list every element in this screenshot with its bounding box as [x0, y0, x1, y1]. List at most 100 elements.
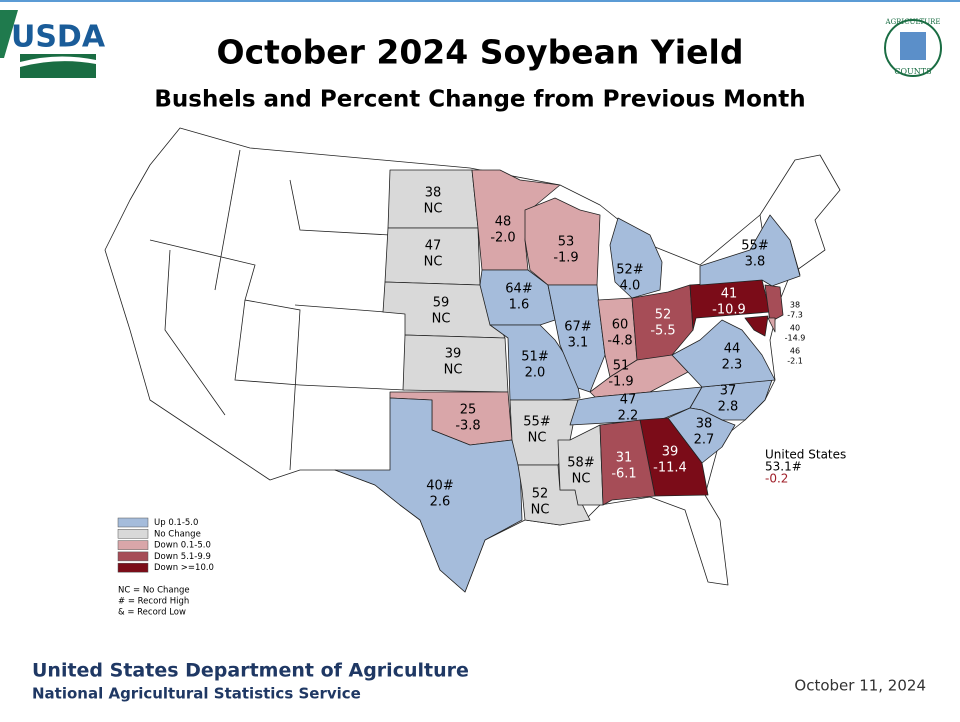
- legend-label: Down 5.1-9.9: [154, 552, 211, 562]
- state-change: NC: [528, 431, 547, 446]
- usda-logo: USDA: [0, 10, 106, 78]
- state: [609, 217, 663, 299]
- state-yield: 47: [425, 239, 442, 254]
- state-yield: 38: [696, 417, 713, 432]
- state-change: 3.8: [745, 255, 766, 270]
- state-change: -2.0: [490, 231, 515, 246]
- footer-date: October 11, 2024: [794, 677, 926, 695]
- logo-bottom-text: COUNTS: [894, 67, 931, 76]
- state-change: -6.1: [611, 467, 636, 482]
- us-change: -0.2: [765, 472, 788, 486]
- state-yield: 53: [558, 235, 575, 250]
- state-change: -5.5: [650, 324, 675, 339]
- state-yield: 52: [532, 487, 549, 502]
- state: [671, 319, 776, 388]
- state-change: 3.1: [568, 336, 589, 351]
- state-change: NC: [572, 472, 591, 487]
- state-yield: 31: [616, 451, 633, 466]
- state-yield: 39: [662, 445, 679, 460]
- legend-note: NC = No Change: [118, 586, 190, 596]
- state-change: 2.3: [722, 358, 743, 373]
- state-change: 2.7: [694, 433, 715, 448]
- state-change: NC: [424, 202, 443, 217]
- ag-counts-logo: AGRICULTURE COUNTS: [884, 18, 942, 77]
- state-yield: 47: [620, 393, 637, 408]
- state-change: -11.4: [653, 461, 687, 476]
- state-yield: 52#: [616, 263, 643, 278]
- us-label: United States: [765, 448, 846, 462]
- state-yield: 64#: [505, 282, 532, 297]
- state-change: 2.8: [718, 400, 739, 415]
- state-change: -1.9: [608, 375, 633, 390]
- footer-agency: United States Department of Agriculture: [32, 660, 469, 682]
- state-yield: 38: [425, 186, 442, 201]
- state-change: 2.6: [430, 495, 451, 510]
- state-change: -4.8: [607, 334, 632, 349]
- legend-swatch: [117, 517, 149, 528]
- state-yield: 46: [790, 347, 800, 356]
- state-change: -2.1: [787, 357, 803, 366]
- state-change: 2.2: [618, 409, 639, 424]
- legend-swatch: [117, 551, 149, 562]
- state-yield: 51#: [521, 350, 548, 365]
- legend-swatch: [117, 540, 149, 550]
- state-yield: 51: [613, 359, 630, 374]
- state-change: -1.9: [553, 251, 578, 266]
- state: [557, 424, 604, 506]
- state-yield: 58#: [567, 456, 594, 471]
- state-change: NC: [531, 503, 550, 518]
- us-yield: 53.1#: [765, 460, 802, 474]
- state-yield: 41: [721, 287, 738, 302]
- footer-service: National Agricultural Statistics Service: [32, 685, 361, 703]
- state: [744, 315, 769, 337]
- state-yield: 52: [655, 308, 672, 323]
- state: [479, 269, 556, 326]
- title: October 2024 Soybean Yield: [217, 33, 744, 72]
- state-yield: 44: [724, 342, 741, 357]
- states: [334, 169, 801, 593]
- state-change: -3.8: [455, 419, 480, 434]
- state-change: -14.9: [785, 334, 806, 343]
- state: [699, 214, 801, 287]
- legend-swatch: [117, 529, 149, 539]
- state-change: NC: [424, 255, 443, 270]
- state-yield: 55#: [741, 239, 768, 254]
- usda-text: USDA: [11, 20, 106, 55]
- legend-label: Down >=10.0: [154, 563, 214, 573]
- state-yield: 60: [612, 318, 629, 333]
- state: [517, 464, 591, 526]
- legend-note: & = Record Low: [118, 608, 186, 618]
- state: [489, 324, 581, 401]
- state-change: 2.0: [525, 366, 546, 381]
- state-change: NC: [444, 363, 463, 378]
- state-yield: 39: [445, 347, 462, 362]
- state-yield: 40#: [426, 479, 453, 494]
- legend-label: Down 0.1-5.0: [154, 541, 211, 551]
- state: [667, 407, 736, 464]
- state-yield: 25: [460, 403, 477, 418]
- legend-swatch: [117, 562, 149, 573]
- state-yield: 38: [790, 301, 800, 310]
- legend-label: No Change: [154, 529, 201, 539]
- state-change: -10.9: [712, 303, 746, 318]
- state-yield: 59: [433, 296, 450, 311]
- state: [767, 317, 776, 333]
- state-yield: 40: [790, 324, 800, 333]
- state: [764, 284, 784, 323]
- legend-label: Up 0.1-5.0: [154, 518, 198, 528]
- state-yield: 55#: [523, 415, 550, 430]
- state-yield: 48: [495, 215, 512, 230]
- state-change: 4.0: [620, 279, 641, 294]
- state: [334, 397, 523, 593]
- logo-top-text: AGRICULTURE: [885, 18, 941, 26]
- state-change: NC: [432, 312, 451, 327]
- state-yield: 37: [720, 384, 737, 399]
- legend-note: # = Record High: [118, 597, 189, 607]
- state-change: -7.3: [787, 311, 803, 320]
- subtitle: Bushels and Percent Change from Previous…: [154, 87, 805, 113]
- state: [599, 419, 656, 506]
- state-labels: 38NC47NC59NC39NC25-3.840#2.648-2.064#1.6…: [424, 186, 806, 518]
- state-yield: 67#: [564, 320, 591, 335]
